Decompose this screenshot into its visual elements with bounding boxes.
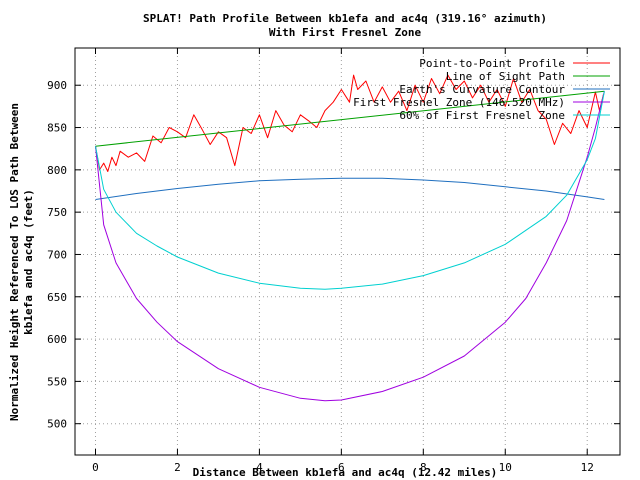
- series-line-point-to-point-profile: [95, 74, 605, 172]
- y-tick-label: 600: [47, 333, 67, 346]
- legend-label: Earth's Curvature Contour: [399, 83, 565, 96]
- series-line-60-of-first-fresnel-zone: [95, 91, 605, 290]
- legend-label: 60% of First Fresnel Zone: [399, 109, 565, 122]
- axis-ticks: 0 2 4 6 8 10 12 500 550 600 650 700 750 800 850 900: [47, 48, 620, 474]
- y-tick-label: 700: [47, 248, 67, 261]
- plot-frame: [74, 47, 621, 456]
- chart-title: SPLAT! Path Profile Between kb1efa and a…: [143, 12, 547, 25]
- y-axis-label-line2: kb1efa and ac4q (feet): [22, 189, 35, 335]
- x-tick-label: 12: [581, 461, 594, 474]
- y-axis-label-line1: Normalized Height Referenced To LOS Path…: [8, 103, 21, 421]
- y-tick-label: 750: [47, 206, 67, 219]
- series-line-earth-s-curvature-contour: [95, 177, 605, 200]
- x-tick-label: 8: [420, 461, 427, 474]
- chart-subtitle: With First Fresnel Zone: [269, 26, 422, 39]
- x-tick-label: 4: [256, 461, 263, 474]
- y-tick-label: 650: [47, 291, 67, 304]
- x-tick-label: 10: [499, 461, 512, 474]
- grid-lines: [75, 48, 620, 455]
- y-tick-label: 900: [47, 79, 67, 92]
- y-tick-label: 550: [47, 375, 67, 388]
- series-line-first-fresnel-zone-146-520-mhz: [95, 91, 605, 402]
- y-tick-label: 500: [47, 418, 67, 431]
- legend-label: Point-to-Point Profile: [419, 57, 565, 70]
- y-tick-label: 850: [47, 122, 67, 135]
- legend-label: Line of Sight Path: [446, 70, 565, 83]
- data-series: [95, 74, 605, 402]
- y-tick-label: 800: [47, 164, 67, 177]
- legend-label: First Fresnel Zone (146.520 MHz): [353, 96, 565, 109]
- x-tick-label: 6: [338, 461, 345, 474]
- x-tick-label: 0: [92, 461, 99, 474]
- series-line-line-of-sight-path: [95, 90, 605, 147]
- x-tick-label: 2: [174, 461, 181, 474]
- x-axis-label: Distance Between kb1efa and ac4q (12.42 …: [193, 466, 498, 479]
